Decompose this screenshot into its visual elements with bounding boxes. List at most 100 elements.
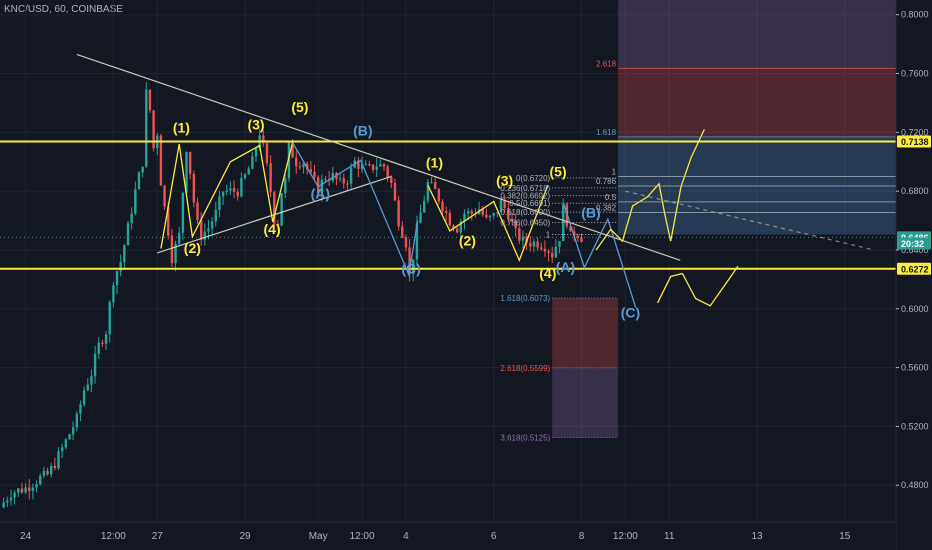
candle-body bbox=[547, 251, 550, 253]
wave-paths bbox=[160, 129, 739, 308]
candle-body bbox=[221, 191, 225, 197]
fib-levels: 0(0.6720)0.236(0.6718)0.382(0.6692)0.5(0… bbox=[500, 59, 896, 442]
candle-body bbox=[338, 178, 342, 180]
wave-label: (3) bbox=[496, 172, 513, 188]
candle-body bbox=[93, 354, 97, 377]
candle-body bbox=[507, 208, 510, 219]
candle-body bbox=[137, 172, 141, 190]
candle-body bbox=[188, 151, 192, 174]
candle-body bbox=[229, 188, 232, 191]
candle-body bbox=[434, 182, 437, 190]
time-tick-label: 12:00 bbox=[101, 531, 126, 542]
candle-body bbox=[2, 502, 5, 508]
price-axis[interactable]: 0.8000 0.7600 0.7200 0.6800 0.6400 0.6000 0.56… bbox=[895, 0, 932, 550]
candle-body bbox=[496, 212, 499, 214]
grid-lines bbox=[0, 0, 896, 522]
time-tick-label: 24 bbox=[20, 531, 32, 542]
wave-label: (4) bbox=[539, 265, 556, 281]
price-tag-label: 0.6272 bbox=[901, 264, 929, 274]
candle-body bbox=[31, 487, 35, 491]
price-tick-label: 0.6000 bbox=[901, 304, 929, 314]
candle-body bbox=[470, 211, 473, 214]
candle-body bbox=[397, 200, 400, 227]
candle-body bbox=[466, 211, 470, 214]
horizontal-levels[interactable] bbox=[0, 140, 896, 270]
candle-body bbox=[214, 209, 217, 222]
price-tags: 0.71380.648620:320.6272 bbox=[897, 135, 931, 275]
candle-body bbox=[79, 404, 82, 414]
candle-body bbox=[39, 475, 42, 485]
candle-body bbox=[295, 157, 298, 167]
candle-body bbox=[123, 245, 126, 263]
time-tick-label: 11 bbox=[664, 531, 675, 542]
candle-body bbox=[444, 211, 448, 213]
time-axis[interactable]: 24 12:00 27 29 May 12:00 4 6 8 12:00 11 13 15 bbox=[0, 521, 896, 550]
symbol-header: KNC/USD, 60, COINBASE bbox=[4, 4, 123, 15]
candle-body bbox=[306, 163, 309, 170]
candle-body bbox=[53, 465, 57, 469]
candle-body bbox=[346, 183, 349, 185]
candle-body bbox=[82, 390, 86, 405]
wave-label: (4) bbox=[264, 221, 281, 237]
candle-body bbox=[101, 342, 104, 344]
price-tag-label: 0.7138 bbox=[901, 137, 929, 147]
candle-body bbox=[247, 168, 250, 175]
candle-body bbox=[463, 213, 466, 222]
upper-red-zone bbox=[618, 68, 896, 137]
candle-body bbox=[291, 142, 294, 158]
candle-body bbox=[371, 164, 375, 170]
time-axis-bg bbox=[0, 522, 896, 550]
wave-label: (5) bbox=[291, 99, 308, 115]
candle-body bbox=[207, 228, 210, 232]
candle-body bbox=[6, 500, 9, 503]
candle-body bbox=[141, 166, 144, 173]
candle-body bbox=[485, 214, 488, 218]
candle-body bbox=[452, 225, 455, 229]
candle-body bbox=[134, 189, 137, 214]
candle-body bbox=[357, 160, 360, 169]
candle-body bbox=[104, 334, 108, 344]
candle-body bbox=[543, 248, 547, 252]
candle-body bbox=[459, 221, 462, 233]
abc-correction bbox=[292, 142, 419, 278]
time-tick-label: 8 bbox=[579, 531, 585, 542]
candle-body bbox=[437, 189, 441, 202]
candle-body bbox=[569, 226, 572, 232]
candle-body bbox=[349, 167, 353, 184]
wave-labels: (1) (2) (3) (4) (5) (A) (B) (C) (1) (2) (3) (4) (5) (… bbox=[173, 99, 640, 321]
candle-body bbox=[28, 487, 31, 491]
wave-label: (1) bbox=[173, 119, 190, 135]
candle-body bbox=[375, 166, 378, 170]
price-tick-label: 0.5200 bbox=[901, 421, 929, 431]
candle-body bbox=[441, 201, 444, 212]
candle-body bbox=[419, 212, 422, 224]
candle-body bbox=[404, 237, 408, 248]
candle-body bbox=[46, 470, 49, 475]
fib-level-label: 0.236(0.6718) bbox=[500, 184, 550, 193]
candle-body bbox=[580, 237, 583, 243]
wave-label: (2) bbox=[184, 240, 201, 256]
candle-body bbox=[243, 174, 247, 179]
candle-body bbox=[558, 241, 561, 247]
candle-body bbox=[309, 169, 313, 172]
candle-body bbox=[298, 166, 302, 168]
time-tick-label: 13 bbox=[751, 531, 763, 542]
candle-body bbox=[313, 171, 316, 178]
candle-body bbox=[225, 190, 228, 192]
candle-body bbox=[71, 427, 75, 435]
candle-body bbox=[492, 213, 495, 216]
candle-body bbox=[412, 259, 415, 274]
wave-label: (5) bbox=[550, 163, 567, 179]
candle-body bbox=[232, 188, 236, 192]
candle-body bbox=[163, 185, 166, 207]
candle-body bbox=[364, 164, 367, 166]
price-tick-label: 0.4800 bbox=[901, 480, 929, 490]
candle-body bbox=[529, 242, 532, 247]
candle-body bbox=[536, 241, 539, 248]
fib-level-label: 3.618(0.5125) bbox=[500, 433, 550, 442]
candle-body bbox=[284, 178, 287, 194]
candle-body bbox=[430, 182, 433, 184]
candle-body bbox=[324, 179, 327, 181]
price-tick-label: 0.7600 bbox=[901, 69, 929, 79]
